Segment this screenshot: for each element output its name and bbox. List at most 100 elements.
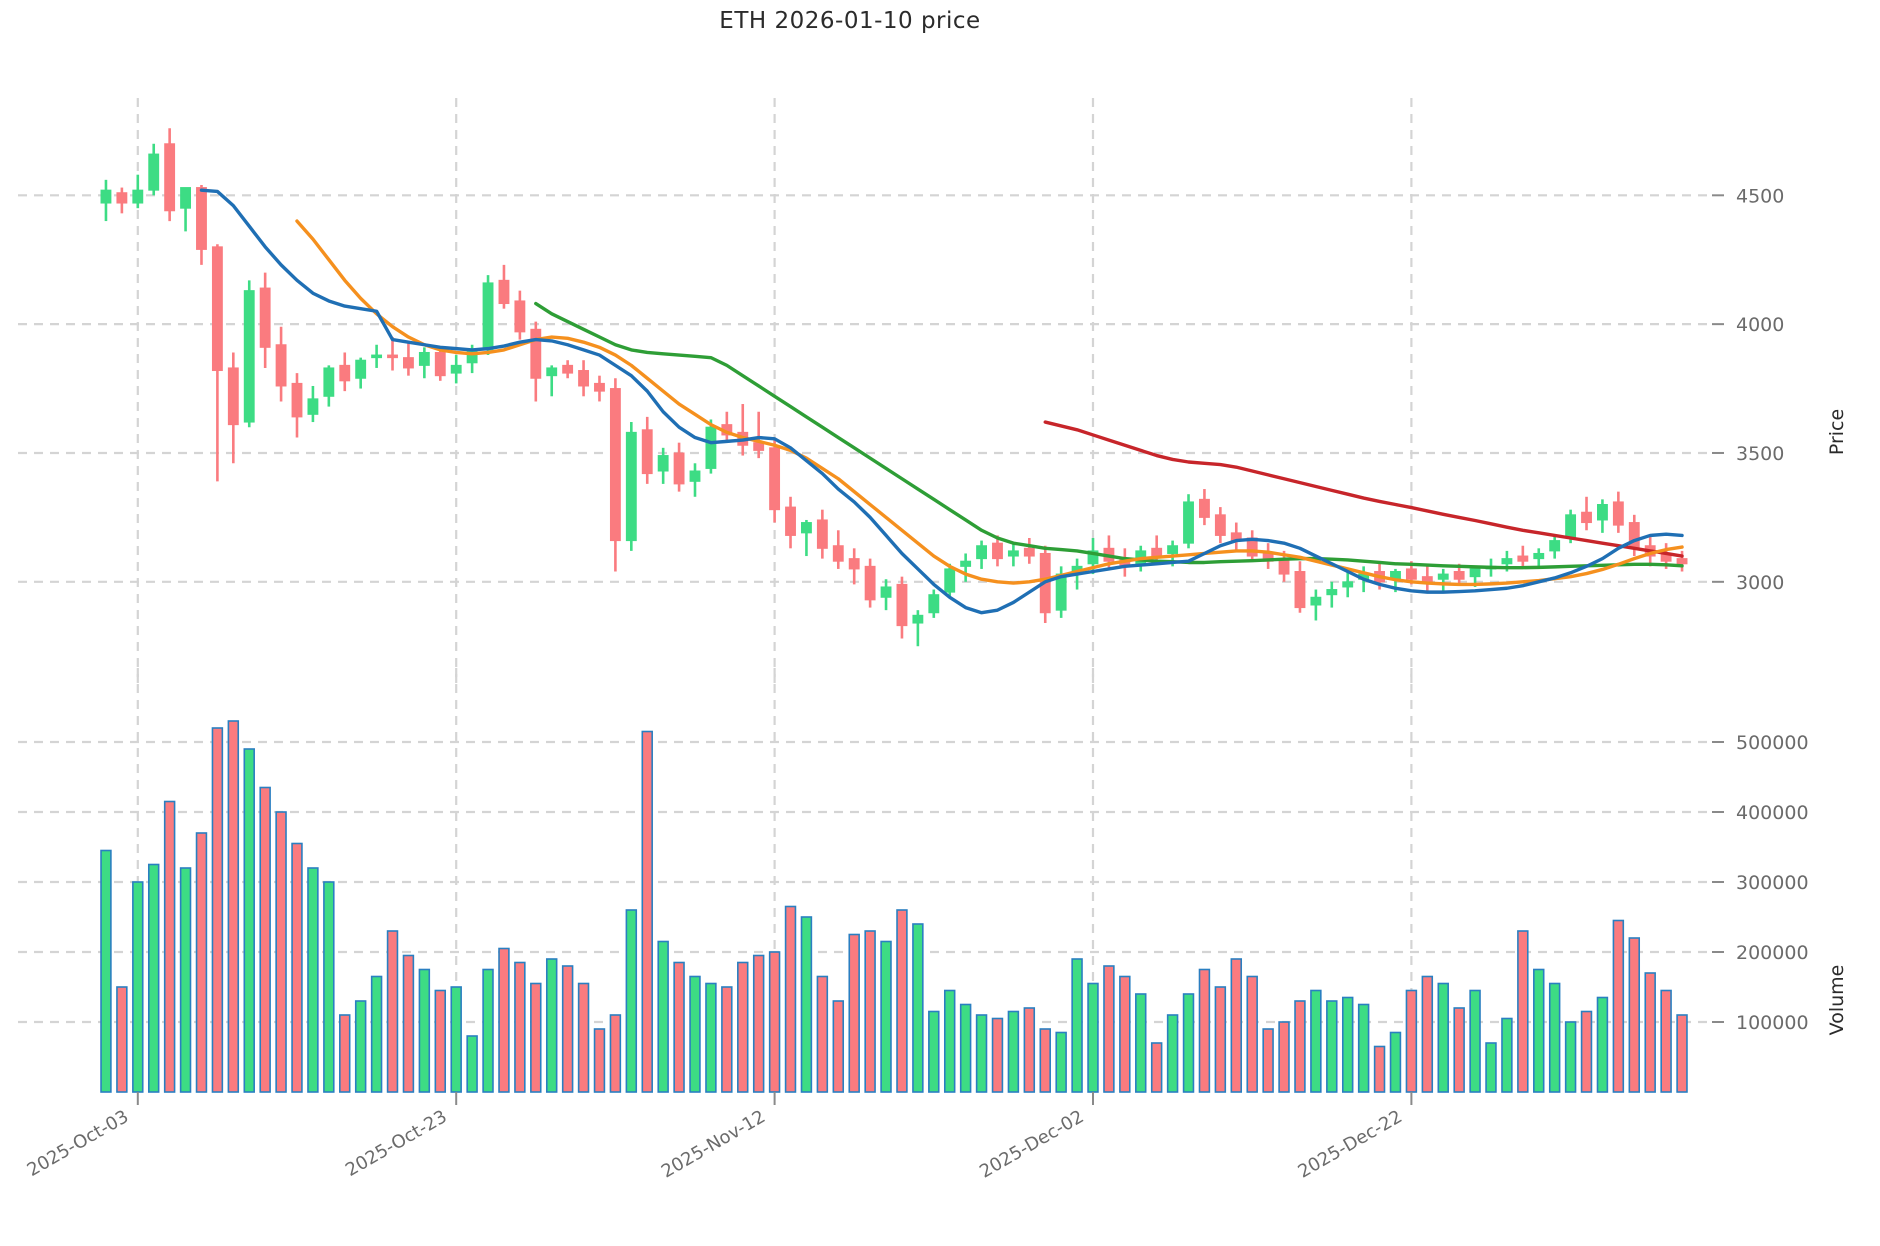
candle-body [339, 364, 351, 382]
volume-bar [928, 1010, 940, 1093]
candle-body [148, 153, 160, 191]
candle-body [1294, 571, 1306, 609]
candle-body [562, 364, 574, 374]
volume-bar [1628, 937, 1641, 1093]
volume-bar [561, 965, 574, 1093]
candle-body [546, 367, 558, 377]
candle-body [1310, 596, 1322, 606]
candle-body [211, 246, 223, 372]
candle-body [1628, 522, 1640, 549]
candle-body [307, 398, 319, 415]
volume-bar [498, 947, 510, 1093]
volume-bar [116, 986, 128, 1093]
candle-body [832, 545, 844, 562]
volume-bar [259, 786, 271, 1093]
volume-axis-title: Volume [1826, 965, 1848, 1036]
candle-body [689, 470, 701, 482]
candle-body [227, 367, 239, 426]
candle-body [418, 351, 430, 366]
volume-bar [1389, 1031, 1402, 1093]
volume-bar [482, 968, 494, 1093]
volume-tick-label: 100000 [1736, 1012, 1809, 1034]
volume-bar [1421, 975, 1434, 1093]
volume-bar [1326, 1000, 1338, 1093]
volume-bar [816, 975, 829, 1093]
candle-body [1533, 552, 1545, 560]
candle-body [1612, 501, 1624, 526]
volume-bar [896, 909, 908, 1093]
candle-body [960, 560, 972, 567]
volume-bar [1341, 996, 1354, 1093]
candle-body [1214, 514, 1226, 536]
volume-bar [593, 1028, 606, 1093]
volume-bar [179, 867, 192, 1093]
candle-body [1405, 568, 1417, 580]
volume-bar [1469, 989, 1481, 1093]
candle-body [196, 187, 207, 250]
candle-body [976, 545, 987, 560]
volume-bar [625, 909, 638, 1093]
candle-body [657, 455, 669, 472]
candle-body [641, 429, 653, 475]
candle-body [1517, 555, 1529, 562]
candle-body [1023, 547, 1035, 557]
volume-bar [1198, 968, 1211, 1093]
candle-body [1501, 558, 1513, 565]
candle-body [896, 583, 908, 627]
candle-body [1676, 558, 1688, 565]
volume-bar [1182, 993, 1195, 1093]
candle-body [1453, 571, 1465, 580]
volume-bar [132, 881, 144, 1093]
volume-bar [147, 863, 160, 1093]
volume-bar [705, 982, 717, 1093]
volume-bar [1533, 968, 1545, 1093]
candle-body [116, 192, 128, 204]
volume-bar [1135, 993, 1147, 1093]
candle-body [1199, 498, 1210, 518]
candle-body [992, 542, 1003, 560]
price-axis: 4500 4000 3500 3000 [1712, 185, 1784, 594]
candle-body [625, 431, 637, 542]
volume-bar [418, 968, 431, 1093]
candle-body [1326, 589, 1338, 596]
volume-tick-label: 500000 [1736, 732, 1809, 754]
volume-tick-label: 200000 [1736, 942, 1809, 964]
candle-body [530, 328, 542, 379]
volume-bar [1119, 975, 1131, 1093]
volume-bar [1437, 982, 1449, 1093]
candle-body [132, 189, 144, 204]
price-tick-label: 4500 [1736, 185, 1784, 207]
candle-body [323, 367, 335, 397]
x-tick-label: 2025-Dec-22 [1294, 1106, 1405, 1182]
candle-body [1342, 581, 1354, 588]
x-tick-label: 2025-Dec-02 [976, 1106, 1087, 1182]
volume-bar [1262, 1028, 1274, 1093]
candle-body [291, 382, 303, 418]
x-axis: 2025-Oct-03 2025-Oct-23 2025-Nov-12 2025-De… [24, 1092, 1413, 1183]
candle-body [371, 354, 383, 359]
volume-bar [641, 730, 653, 1093]
volume-bar [975, 1014, 988, 1093]
candle-body [450, 364, 462, 374]
x-tick-label: 2025-Oct-03 [24, 1106, 133, 1181]
volume-bar [657, 940, 669, 1093]
candle-body [848, 558, 860, 570]
volume-bar [991, 1017, 1004, 1093]
volume-bar [689, 975, 701, 1093]
candle-body [1151, 547, 1163, 557]
candle-body [769, 447, 781, 511]
volume-bar [1485, 1042, 1497, 1093]
volume-bars [100, 720, 1688, 1093]
volume-bar [1564, 1021, 1577, 1093]
candle-body [1549, 540, 1561, 552]
volume-bar [307, 867, 319, 1093]
volume-bar [1214, 986, 1227, 1093]
candlesticks [100, 128, 1688, 647]
volume-bar [1278, 1021, 1290, 1093]
volume-bar [227, 720, 240, 1093]
volume-bar [1023, 1007, 1036, 1093]
candle-body [785, 506, 796, 536]
candle-body [180, 187, 191, 209]
candle-body [1437, 573, 1449, 580]
volume-bar [1517, 930, 1529, 1093]
